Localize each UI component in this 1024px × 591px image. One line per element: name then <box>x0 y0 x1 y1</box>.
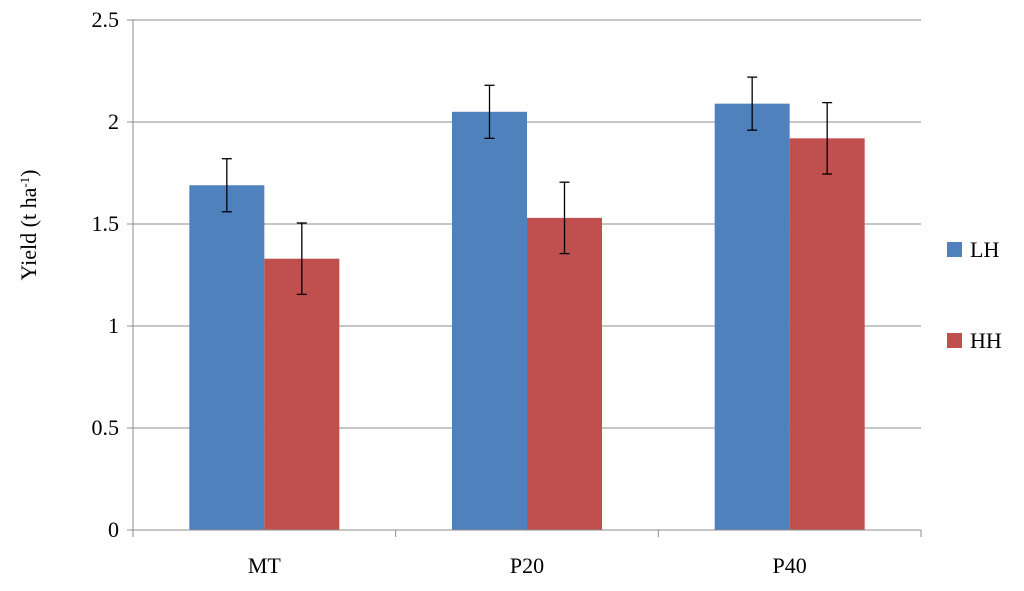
bar-hh-p20 <box>527 217 602 530</box>
y-tick-label: 1.5 <box>92 211 120 236</box>
legend-swatch <box>947 333 962 348</box>
legend-item-hh: HH <box>947 328 1002 353</box>
error-bar <box>484 84 495 139</box>
x-tick-labels: MT P20 P40 <box>248 553 807 578</box>
legend-item-lh: LH <box>947 237 999 262</box>
y-tick-labels: 0 0.5 1 1.5 2 2.5 <box>92 7 120 542</box>
error-bar <box>296 222 307 296</box>
x-tick-label: P40 <box>773 553 807 578</box>
y-tick-label: 1 <box>108 313 119 338</box>
x-tick-label: P20 <box>510 553 544 578</box>
bar-hh-p40 <box>789 138 865 530</box>
error-bar <box>822 101 833 175</box>
y-tick-label: 0 <box>108 517 119 542</box>
bar-lh-mt <box>189 185 265 531</box>
legend-swatch <box>947 242 962 257</box>
y-tick-label: 0.5 <box>92 415 120 440</box>
legend-label: HH <box>970 328 1002 353</box>
error-bars <box>221 76 833 296</box>
error-bar <box>747 76 758 131</box>
y-tick-label: 2 <box>108 109 119 134</box>
bars <box>189 103 865 531</box>
legend: LH HH <box>947 237 1002 353</box>
y-tick-label: 2.5 <box>92 7 120 32</box>
bar-lh-p20 <box>452 111 527 531</box>
bar-lh-p40 <box>714 103 790 530</box>
error-bar <box>559 181 570 255</box>
error-bar <box>221 158 232 213</box>
y-axis-title: Yield (t ha-1) <box>16 169 41 280</box>
axes <box>132 20 922 537</box>
x-tick-label: MT <box>248 553 282 578</box>
bar-hh-mt <box>264 258 340 530</box>
legend-label: LH <box>970 237 999 262</box>
